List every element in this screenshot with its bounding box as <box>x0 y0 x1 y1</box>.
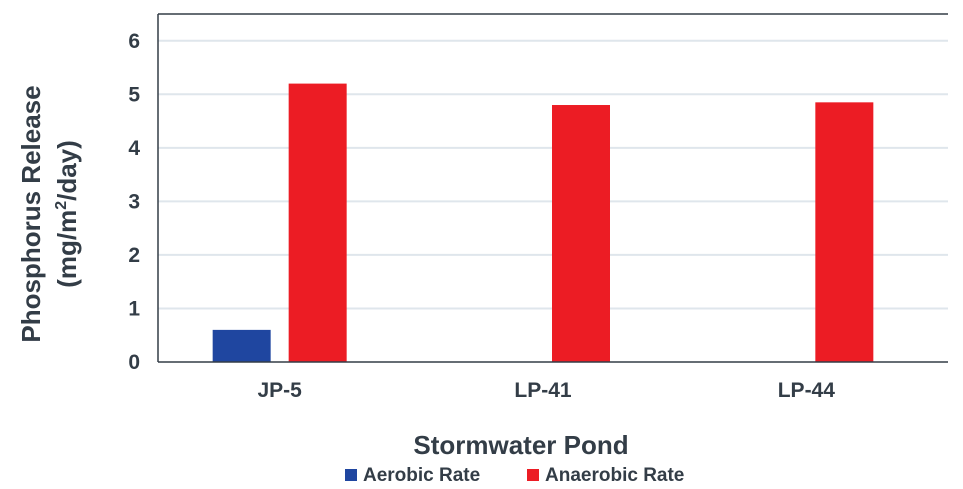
legend-swatch-anaerobic-rate <box>527 469 539 481</box>
x-tick-label: LP-41 <box>514 379 572 402</box>
bar-anaerobic-rate-lp-41 <box>552 105 610 362</box>
y-axis-label-prefix: (mg/m <box>52 210 82 288</box>
bar-aerobic-rate-jp-5 <box>212 329 271 362</box>
y-tick-label: 0 <box>128 351 140 374</box>
y-axis-label-line1: Phosphorus Release <box>16 85 46 342</box>
bar-anaerobic-rate-lp-44 <box>815 102 874 362</box>
y-tick-labels: 0 1 2 3 4 5 6 <box>128 30 140 374</box>
y-axis-label-line2: (mg/m2/day) <box>52 140 82 288</box>
y-tick-label: 3 <box>128 190 140 213</box>
x-tick-label: LP-44 <box>778 379 836 402</box>
y-axis-label-superscript: 2 <box>53 201 70 210</box>
x-axis-label: Stormwater Pond <box>413 430 628 460</box>
legend-label-aerobic-rate: Aerobic Rate <box>363 465 480 486</box>
bar-anaerobic-rate-jp-5 <box>288 83 347 362</box>
y-tick-label: 4 <box>128 137 140 160</box>
x-tick-label: JP-5 <box>257 379 302 402</box>
y-axis-label-suffix: /day) <box>52 140 82 201</box>
y-tick-label: 5 <box>128 83 140 106</box>
legend-label-anaerobic-rate: Anaerobic Rate <box>545 465 684 486</box>
y-tick-label: 1 <box>128 297 140 320</box>
y-tick-label: 2 <box>128 244 140 267</box>
legend: Aerobic Rate Anaerobic Rate <box>345 465 684 486</box>
legend-swatch-aerobic-rate <box>345 469 357 481</box>
x-tick-labels: JP-5 LP-41 LP-44 <box>257 379 835 402</box>
bars <box>212 83 874 362</box>
y-tick-label: 6 <box>128 30 140 53</box>
